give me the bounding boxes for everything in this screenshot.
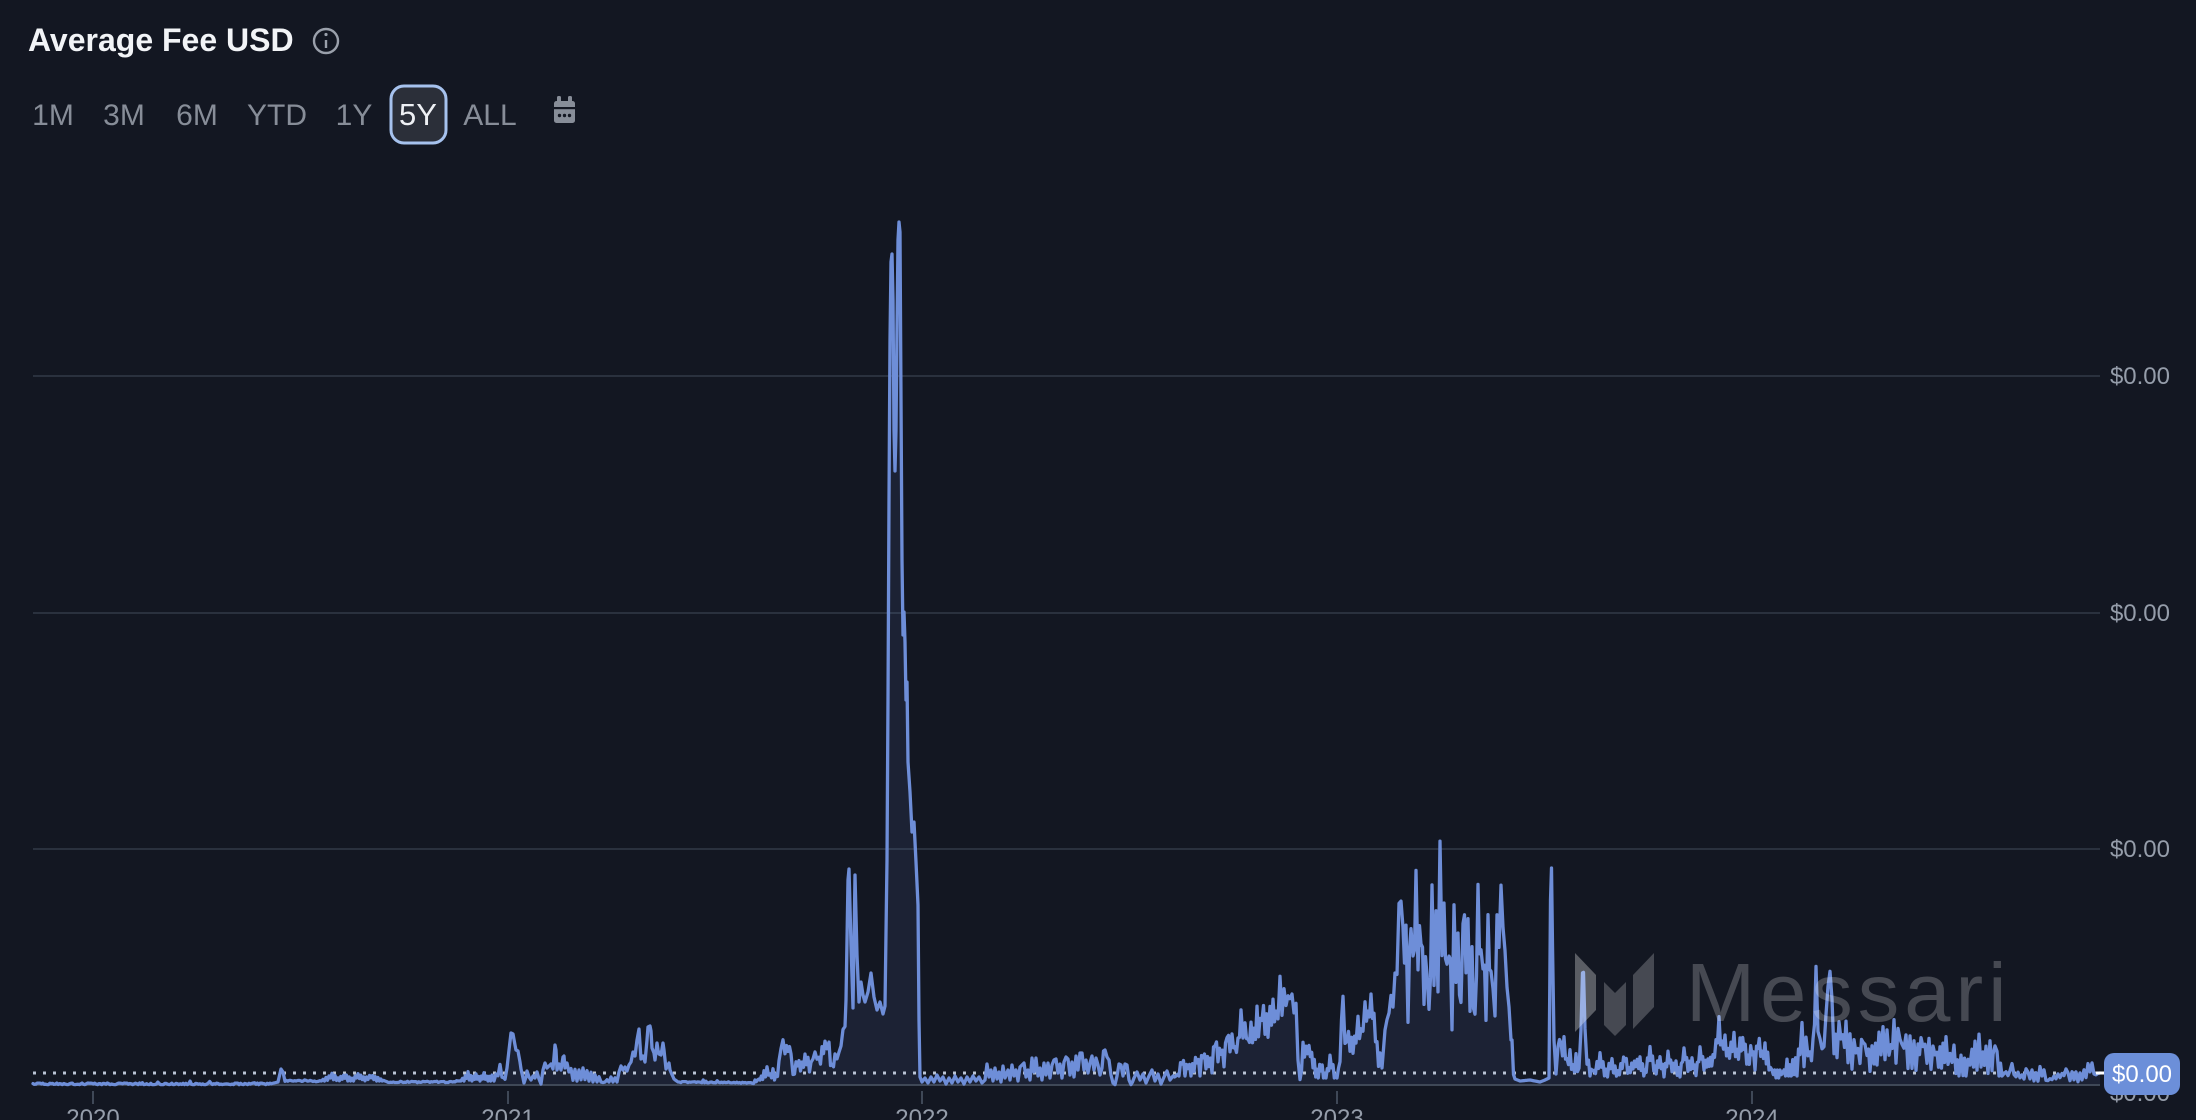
- svg-text:6M: 6M: [176, 99, 218, 132]
- svg-text:Messari: Messari: [1686, 946, 2012, 1039]
- svg-text:2020: 2020: [66, 1105, 119, 1120]
- svg-text:2021: 2021: [481, 1105, 534, 1120]
- svg-text:YTD: YTD: [247, 99, 307, 132]
- svg-text:1Y: 1Y: [336, 99, 373, 132]
- svg-text:ALL: ALL: [463, 99, 516, 132]
- svg-text:2022: 2022: [895, 1105, 948, 1120]
- svg-text:2023: 2023: [1310, 1105, 1363, 1120]
- svg-text:5Y: 5Y: [399, 97, 437, 132]
- svg-text:3M: 3M: [103, 99, 145, 132]
- svg-text:$0.00: $0.00: [2110, 600, 2170, 627]
- svg-text:$0.00: $0.00: [2110, 836, 2170, 863]
- svg-text:2024: 2024: [1725, 1105, 1778, 1120]
- svg-text:$0.00: $0.00: [2112, 1061, 2172, 1088]
- svg-text:$0.00: $0.00: [2110, 363, 2170, 390]
- svg-text:1M: 1M: [32, 99, 74, 132]
- svg-text:Average Fee USD: Average Fee USD: [28, 22, 294, 58]
